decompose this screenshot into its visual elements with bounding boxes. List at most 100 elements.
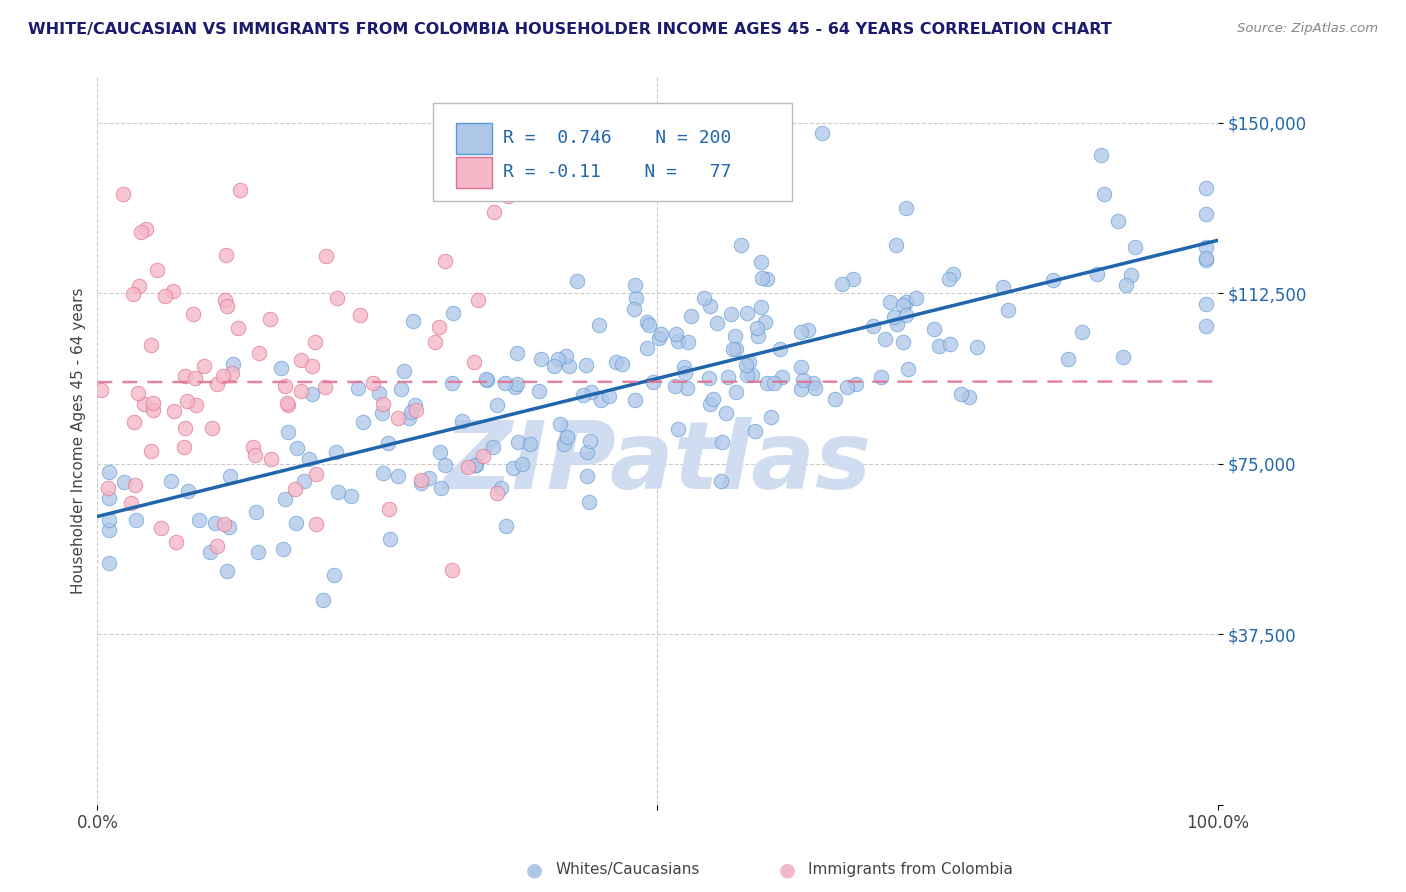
Point: [301, 359, 323, 373]
Point: [427, 320, 450, 334]
Point: [737, 355, 759, 369]
Text: R =  0.746    N = 200: R = 0.746 N = 200: [503, 128, 731, 147]
Point: [177, 483, 200, 498]
Point: [879, 295, 901, 310]
Point: [229, 183, 252, 197]
Point: [120, 496, 142, 510]
Point: [567, 274, 589, 288]
Point: [201, 421, 224, 435]
Point: [489, 481, 512, 495]
Point: [349, 308, 371, 322]
Point: [315, 249, 337, 263]
Point: [1056, 352, 1078, 367]
Point: [277, 425, 299, 440]
Point: [527, 384, 550, 398]
Point: [141, 444, 163, 458]
Point: [636, 341, 658, 355]
Point: [284, 516, 307, 530]
Point: [555, 430, 578, 444]
Point: [1195, 319, 1218, 334]
Point: [90, 383, 112, 397]
Point: [270, 360, 292, 375]
Point: [643, 375, 665, 389]
Point: [97, 481, 120, 495]
Point: [755, 376, 778, 391]
Point: [543, 359, 565, 373]
Point: [298, 452, 321, 467]
Point: [810, 126, 832, 140]
Point: [519, 436, 541, 450]
Point: [702, 392, 724, 406]
Text: Source: ZipAtlas.com: Source: ZipAtlas.com: [1237, 22, 1378, 36]
Point: [1119, 268, 1142, 283]
Text: ZIPatlas: ZIPatlas: [443, 417, 872, 508]
Point: [845, 377, 868, 392]
Point: [325, 445, 347, 459]
Point: [512, 457, 534, 471]
Point: [387, 468, 409, 483]
Point: [676, 335, 699, 350]
Point: [399, 405, 422, 419]
Point: [1107, 213, 1129, 227]
Point: [949, 386, 972, 401]
Point: [624, 291, 647, 305]
Point: [326, 485, 349, 500]
Point: [697, 371, 720, 385]
Point: [725, 384, 748, 399]
Point: [418, 471, 440, 485]
Point: [578, 495, 600, 509]
Point: [1195, 181, 1218, 195]
Point: [392, 364, 415, 378]
Point: [176, 393, 198, 408]
Point: [824, 392, 846, 406]
Point: [301, 386, 323, 401]
Point: [638, 318, 661, 332]
Point: [505, 346, 527, 360]
Point: [891, 334, 914, 349]
Point: [869, 369, 891, 384]
Point: [387, 410, 409, 425]
Point: [1085, 267, 1108, 281]
Point: [440, 376, 463, 390]
Point: [97, 513, 120, 527]
FancyBboxPatch shape: [433, 103, 792, 201]
Text: R = -0.11    N =   77: R = -0.11 N = 77: [503, 163, 731, 181]
Point: [290, 384, 312, 399]
Point: [193, 359, 215, 373]
Point: [218, 520, 240, 534]
Point: [249, 345, 271, 359]
Point: [502, 461, 524, 475]
Point: [215, 299, 238, 313]
Point: [735, 306, 758, 320]
Point: [188, 513, 211, 527]
Point: [135, 222, 157, 236]
Point: [672, 359, 695, 374]
Point: [720, 307, 742, 321]
Point: [389, 382, 412, 396]
Point: [1123, 239, 1146, 253]
Point: [873, 332, 896, 346]
Point: [485, 486, 508, 500]
Point: [588, 318, 610, 332]
Point: [112, 187, 135, 202]
Point: [212, 369, 235, 384]
Point: [259, 312, 281, 326]
Point: [1115, 278, 1137, 293]
Point: [751, 271, 773, 285]
Point: [579, 385, 602, 400]
Point: [605, 355, 627, 369]
Point: [112, 475, 135, 490]
Point: [1042, 273, 1064, 287]
Point: [762, 376, 785, 390]
Point: [405, 403, 427, 417]
Point: [430, 481, 453, 495]
Point: [751, 255, 773, 269]
Point: [124, 478, 146, 492]
Point: [434, 458, 457, 472]
Point: [530, 352, 553, 367]
Point: [322, 567, 344, 582]
Point: [939, 337, 962, 351]
Point: [150, 521, 173, 535]
Point: [1090, 148, 1112, 162]
Point: [97, 523, 120, 537]
